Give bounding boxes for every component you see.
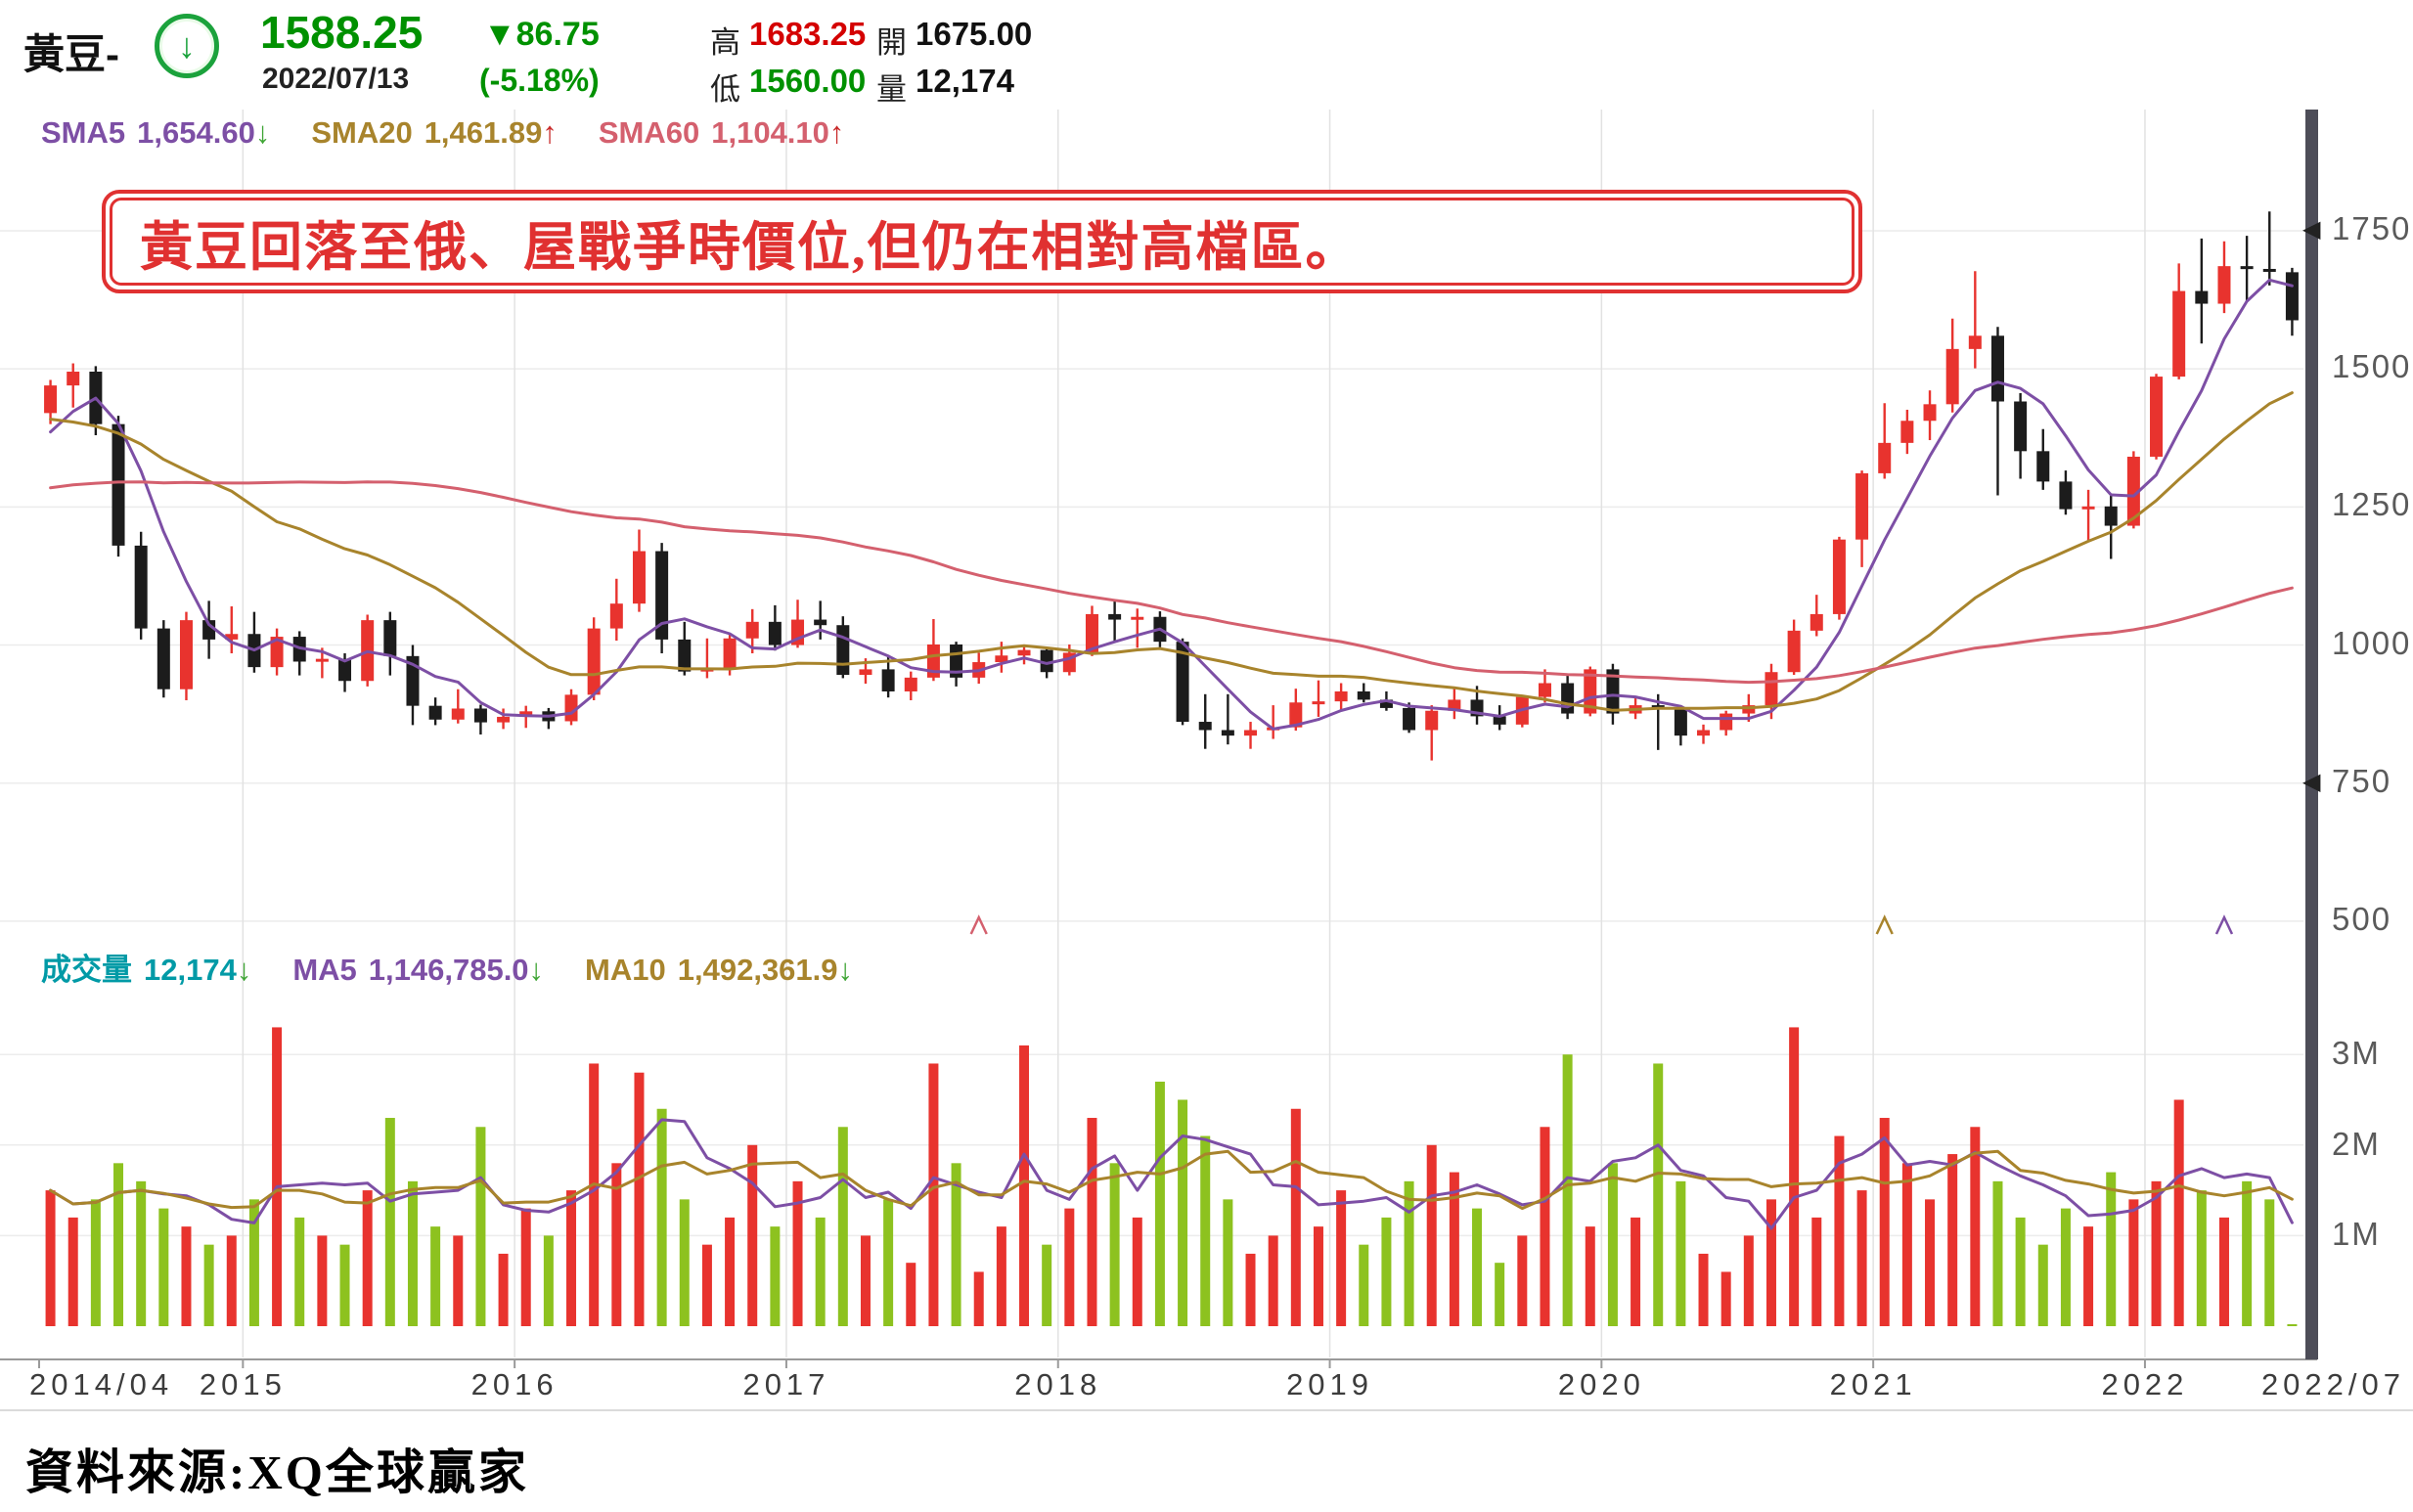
volume-ma5-value: 1,146,785.0: [368, 953, 529, 987]
low-value: 1560.00: [749, 63, 867, 99]
high-value: 1683.25: [749, 16, 867, 52]
low-label: 低: [710, 72, 740, 107]
sma60-value: 1,104.10: [711, 115, 829, 150]
volume-indicator-row: 成交量 12,174↓ MA5 1,146,785.0↓ MA10 1,492,361.9…: [41, 945, 853, 989]
volume-ma10-value: 1,492,361.9: [677, 953, 838, 987]
open-value: 1675.00: [916, 16, 1033, 52]
volume-ma5-direction-icon: ↓: [528, 953, 545, 987]
data-source-caption: 資料來源:XQ全球贏家: [25, 1445, 529, 1499]
sma-indicator-row: SMA5 1,654.60↓ SMA20 1,461.89↑ SMA60 1,104.10…: [41, 115, 844, 151]
sma60-direction-icon: ↑: [828, 115, 845, 150]
volume-value: 12,174: [916, 63, 1014, 99]
sma5-value: 1,654.60: [137, 115, 255, 150]
sma5-label: SMA5: [41, 115, 126, 150]
last-price: 1588.25: [260, 7, 424, 58]
high-label: 高: [710, 25, 740, 60]
volume-ma10-direction-icon: ↓: [837, 953, 854, 987]
candles: [44, 211, 2299, 761]
down-arrow-icon: ↓: [178, 25, 196, 66]
symbol-name: 黃豆-: [23, 31, 119, 77]
turnover-direction-icon: ↓: [236, 953, 252, 987]
limit-down-circle-icon: ↓: [155, 14, 219, 78]
volume-ma10-label: MA10: [585, 953, 666, 987]
price-change-percent: (-5.18%): [479, 63, 600, 98]
quote-header: 黃豆- ↓ 1588.25 2022/07/13 ▼86.75 (-5.18%)…: [0, 0, 2413, 108]
volume-label: 量: [876, 72, 907, 107]
sma20-direction-icon: ↑: [542, 115, 558, 150]
sma60-label: SMA60: [598, 115, 700, 150]
quote-date: 2022/07/13: [262, 63, 410, 95]
annotation-callout: 黃豆回落至俄、屋戰爭時價位,但仍在相對高檔區。: [102, 190, 1862, 293]
open-label: 開: [876, 25, 907, 60]
volume-bars: [45, 1027, 2298, 1326]
price-change: ▼86.75: [483, 16, 600, 53]
sma20-label: SMA20: [311, 115, 413, 150]
sma20-value: 1,461.89: [424, 115, 543, 150]
turnover-label: 成交量: [41, 953, 132, 987]
sma5-direction-icon: ↓: [254, 115, 271, 150]
volume-ma5-label: MA5: [292, 953, 357, 987]
turnover-value: 12,174: [144, 953, 237, 987]
annotation-text: 黃豆回落至俄、屋戰爭時價位,但仍在相對高檔區。: [140, 217, 1361, 277]
right-edge-divider: [2305, 110, 2318, 1359]
